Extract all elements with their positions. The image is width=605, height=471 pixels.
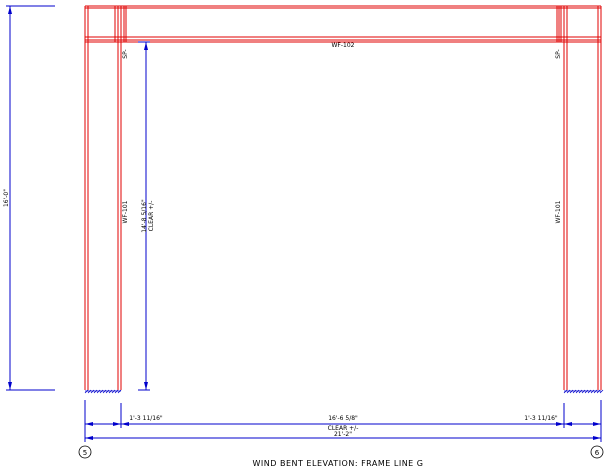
hatch-tick <box>90 389 95 394</box>
dim-horizontal <box>84 400 602 442</box>
hatch-tick <box>563 389 568 394</box>
right-plate-label: SP- <box>555 49 562 58</box>
clear-span-label: 16'-6 5/8" <box>328 415 358 422</box>
hatch-tick <box>566 389 571 394</box>
hatch-tick <box>111 389 116 394</box>
clear-height-label: 14'-8 5/16" <box>141 199 148 233</box>
hatch-tick <box>87 389 92 394</box>
hatch-tick <box>599 389 604 394</box>
base-hatch <box>84 389 604 394</box>
hatch-tick <box>590 389 595 394</box>
overall-height-label: 16'-0" <box>3 189 10 207</box>
hatch-tick <box>596 389 601 394</box>
overall-span-label: 21'-2" <box>334 431 352 438</box>
hatch-tick <box>102 389 107 394</box>
dimension-arrows <box>8 6 601 440</box>
hatch-tick <box>584 389 589 394</box>
drawing-title: WIND BENT ELEVATION: FRAME LINE G <box>253 459 424 468</box>
clear-height-note: CLEAR +/- <box>148 201 155 232</box>
hatch-tick <box>105 389 110 394</box>
clear-span-note: CLEAR +/- <box>328 425 359 432</box>
hatch-tick <box>117 389 122 394</box>
hatch-tick <box>108 389 113 394</box>
beam-wf-102 <box>85 5 601 43</box>
dim-overall-height <box>6 5 55 391</box>
hatch-tick <box>93 389 98 394</box>
hatch-tick <box>569 389 574 394</box>
hatch-tick <box>96 389 101 394</box>
dimension-lines <box>6 5 602 442</box>
left-plate-label: SP- <box>122 49 129 58</box>
hatch-tick <box>114 389 119 394</box>
grid-bubble-right: 6 <box>590 445 604 459</box>
left-column-wf-101 <box>84 6 127 390</box>
hatch-tick <box>572 389 577 394</box>
right-column-label: WF-101 <box>555 200 562 223</box>
hatch-tick <box>578 389 583 394</box>
dim-clear-height <box>138 41 150 391</box>
hatch-tick <box>99 389 104 394</box>
hatch-tick <box>84 389 89 394</box>
left-column-label: WF-101 <box>122 200 129 223</box>
grid-bubble-left: 5 <box>78 445 92 459</box>
svg-text:5: 5 <box>83 449 87 457</box>
hatch-tick <box>587 389 592 394</box>
right-column-wf-101 <box>556 6 602 390</box>
steel-frame <box>84 5 602 390</box>
right-column-width-label: 1'-3 11/16" <box>524 415 558 422</box>
hatch-tick <box>581 389 586 394</box>
hatch-tick <box>593 389 598 394</box>
svg-text:6: 6 <box>595 449 600 457</box>
hatch-tick <box>575 389 580 394</box>
beam-label: WF-102 <box>331 42 354 49</box>
left-column-width-label: 1'-3 11/16" <box>129 415 163 422</box>
